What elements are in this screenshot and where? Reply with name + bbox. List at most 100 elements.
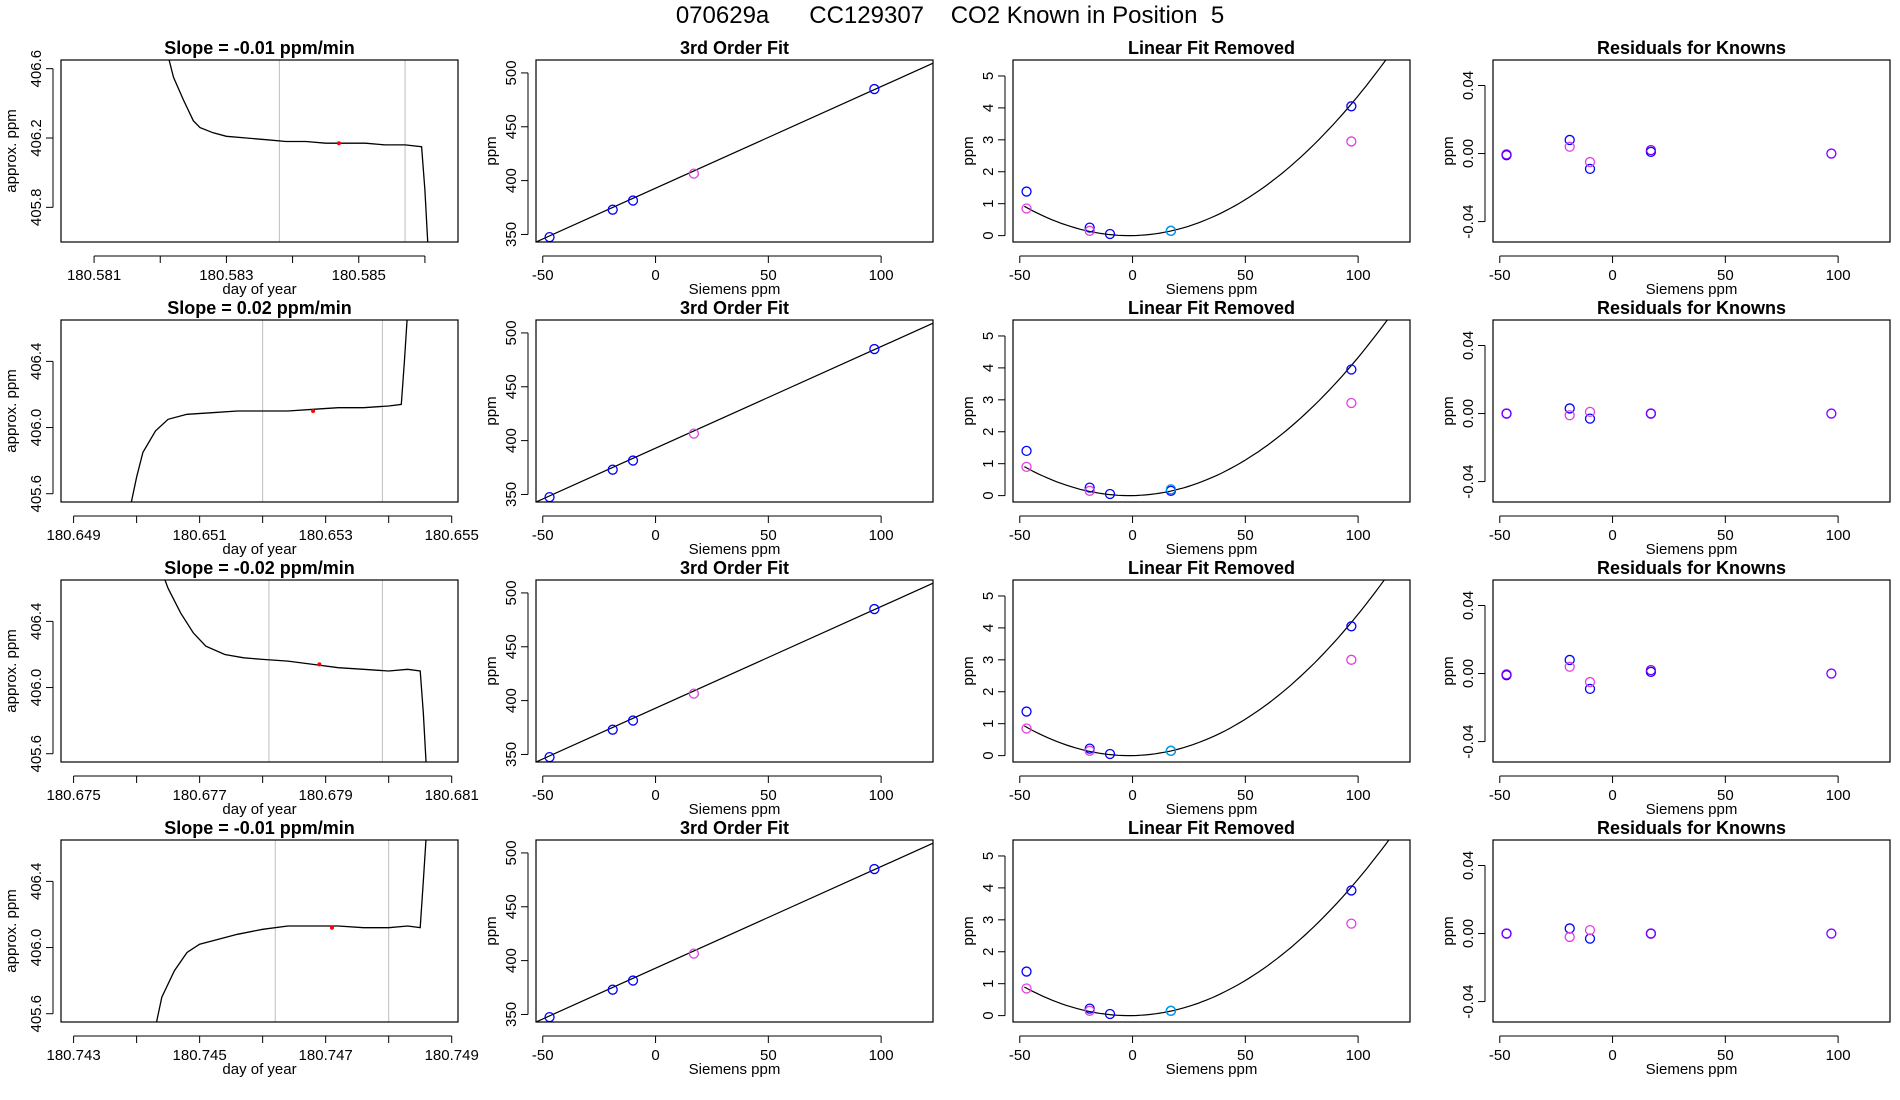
plot-area bbox=[155, 840, 427, 1022]
concentration-trace bbox=[168, 60, 429, 242]
x-tick-label: -50 bbox=[532, 527, 554, 544]
plot-frame bbox=[1492, 319, 1891, 503]
x-axis-label: Siemens ppm bbox=[689, 801, 781, 818]
x-tick-label: 50 bbox=[1717, 787, 1734, 804]
data-point bbox=[1346, 621, 1357, 632]
x-tick-label: -50 bbox=[532, 787, 554, 804]
y-tick-label: 450 bbox=[503, 114, 520, 139]
chart-panel: Slope = -0.02 ppm/min 180.675 180.677 180.6… bbox=[3, 558, 479, 818]
chart-panel: Residuals for Knowns -50 0 50 100 Siemens ppm… bbox=[1440, 38, 1891, 298]
x-tick-label: 180.681 bbox=[425, 787, 479, 804]
chart-panel: 3rd Order Fit -50 0 50 100 Siemens ppm 350 400 4… bbox=[483, 818, 934, 1078]
plot-area bbox=[1021, 840, 1390, 1020]
data-point bbox=[1021, 706, 1032, 717]
data-point bbox=[1346, 364, 1357, 375]
data-point bbox=[1165, 484, 1177, 495]
data-point bbox=[1645, 144, 1657, 156]
x-axis-label: Siemens ppm bbox=[1166, 281, 1258, 298]
y-axis-label: approx. ppm bbox=[3, 369, 20, 452]
x-tick-label: -50 bbox=[1009, 527, 1031, 544]
x-tick-label: 100 bbox=[1346, 1047, 1371, 1064]
y-tick-label: 350 bbox=[503, 222, 520, 247]
chart-title: Slope = -0.01 ppm/min bbox=[164, 38, 355, 58]
data-point bbox=[1564, 134, 1575, 146]
chart-panel: Linear Fit Removed -50 0 50 100 Siemens ppm 0 1… bbox=[960, 38, 1411, 298]
y-tick-label: 405.6 bbox=[28, 735, 45, 773]
y-tick-label: -0.04 bbox=[1460, 204, 1477, 238]
mean-marker bbox=[311, 409, 316, 413]
y-tick-label: 400 bbox=[503, 688, 520, 713]
x-tick-label: -50 bbox=[1489, 527, 1511, 544]
x-tick-label: -50 bbox=[1489, 787, 1511, 804]
x-tick-label: 180.649 bbox=[46, 527, 100, 544]
x-tick-label: 50 bbox=[1717, 267, 1734, 284]
y-tick-label: 406.0 bbox=[28, 669, 45, 707]
y-tick-label: 500 bbox=[503, 840, 520, 865]
y-axis-label: ppm bbox=[960, 916, 977, 945]
y-axis-label: ppm bbox=[483, 656, 500, 685]
data-point bbox=[869, 863, 880, 875]
y-tick-label: 450 bbox=[503, 634, 520, 659]
chart-title: Slope = -0.02 ppm/min bbox=[164, 558, 355, 578]
x-tick-label: 0 bbox=[1608, 787, 1616, 804]
data-point bbox=[1104, 228, 1116, 240]
plot-area bbox=[1021, 320, 1389, 500]
x-tick-label: -50 bbox=[1009, 787, 1031, 804]
data-point bbox=[1584, 413, 1596, 424]
y-tick-label: 0.00 bbox=[1460, 399, 1477, 428]
y-tick-label: 3 bbox=[980, 656, 997, 664]
chart-title: Residuals for Knowns bbox=[1597, 38, 1786, 58]
x-tick-label: 50 bbox=[760, 267, 777, 284]
x-axis-label: day of year bbox=[222, 1061, 296, 1078]
data-point bbox=[1584, 683, 1596, 695]
x-tick-label: -50 bbox=[1009, 267, 1031, 284]
y-tick-label: 0.00 bbox=[1460, 139, 1477, 168]
y-tick-label: 406.4 bbox=[28, 343, 45, 381]
y-axis-label: ppm bbox=[1440, 916, 1457, 945]
mean-marker bbox=[336, 141, 341, 146]
plot-area bbox=[1021, 580, 1386, 760]
x-axis-label: Siemens ppm bbox=[689, 541, 781, 558]
y-tick-label: -0.04 bbox=[1460, 724, 1477, 758]
x-tick-label: 180.743 bbox=[46, 1047, 100, 1064]
y-axis-label: approx. ppm bbox=[3, 629, 20, 712]
y-tick-label: -0.04 bbox=[1460, 464, 1477, 498]
data-point bbox=[1584, 676, 1596, 688]
data-point bbox=[1346, 654, 1357, 665]
x-tick-label: 180.679 bbox=[299, 787, 353, 804]
plot-frame bbox=[1012, 59, 1411, 243]
y-tick-label: 400 bbox=[503, 168, 520, 193]
data-point bbox=[1021, 186, 1032, 197]
x-tick-label: 180.747 bbox=[299, 1047, 353, 1064]
data-point bbox=[1021, 461, 1032, 473]
x-axis-label: Siemens ppm bbox=[1646, 541, 1738, 558]
chart-title: Slope = -0.01 ppm/min bbox=[164, 818, 355, 838]
plot-frame bbox=[60, 839, 459, 1023]
plot-area bbox=[1501, 403, 1837, 424]
data-point bbox=[688, 688, 700, 699]
y-tick-label: 406.4 bbox=[28, 863, 45, 901]
data-point bbox=[1346, 101, 1357, 112]
y-tick-label: 0.04 bbox=[1460, 71, 1477, 100]
x-axis-label: Siemens ppm bbox=[1166, 801, 1258, 818]
x-tick-label: 50 bbox=[1237, 267, 1254, 284]
data-point bbox=[1826, 668, 1837, 679]
x-tick-label: 0 bbox=[1128, 787, 1136, 804]
y-axis-label: ppm bbox=[483, 916, 500, 945]
plot-area bbox=[536, 322, 933, 502]
x-tick-label: 0 bbox=[651, 527, 659, 544]
chart-title: Residuals for Knowns bbox=[1597, 818, 1786, 838]
chart-panel: Residuals for Knowns -50 0 50 100 Siemens ppm… bbox=[1440, 558, 1891, 818]
chart-panel: Residuals for Knowns -50 0 50 100 Siemens ppm… bbox=[1440, 818, 1891, 1078]
y-tick-label: 4 bbox=[980, 104, 997, 112]
y-tick-label: 4 bbox=[980, 884, 997, 892]
x-tick-label: 50 bbox=[1717, 1047, 1734, 1064]
x-tick-label: 0 bbox=[651, 787, 659, 804]
plot-frame bbox=[1012, 319, 1411, 503]
y-tick-label: 3 bbox=[980, 136, 997, 144]
chart-title: Linear Fit Removed bbox=[1128, 298, 1295, 318]
data-point bbox=[1084, 745, 1095, 756]
data-point bbox=[607, 724, 618, 735]
x-axis-label: Siemens ppm bbox=[689, 281, 781, 298]
y-tick-label: 1 bbox=[980, 200, 997, 208]
